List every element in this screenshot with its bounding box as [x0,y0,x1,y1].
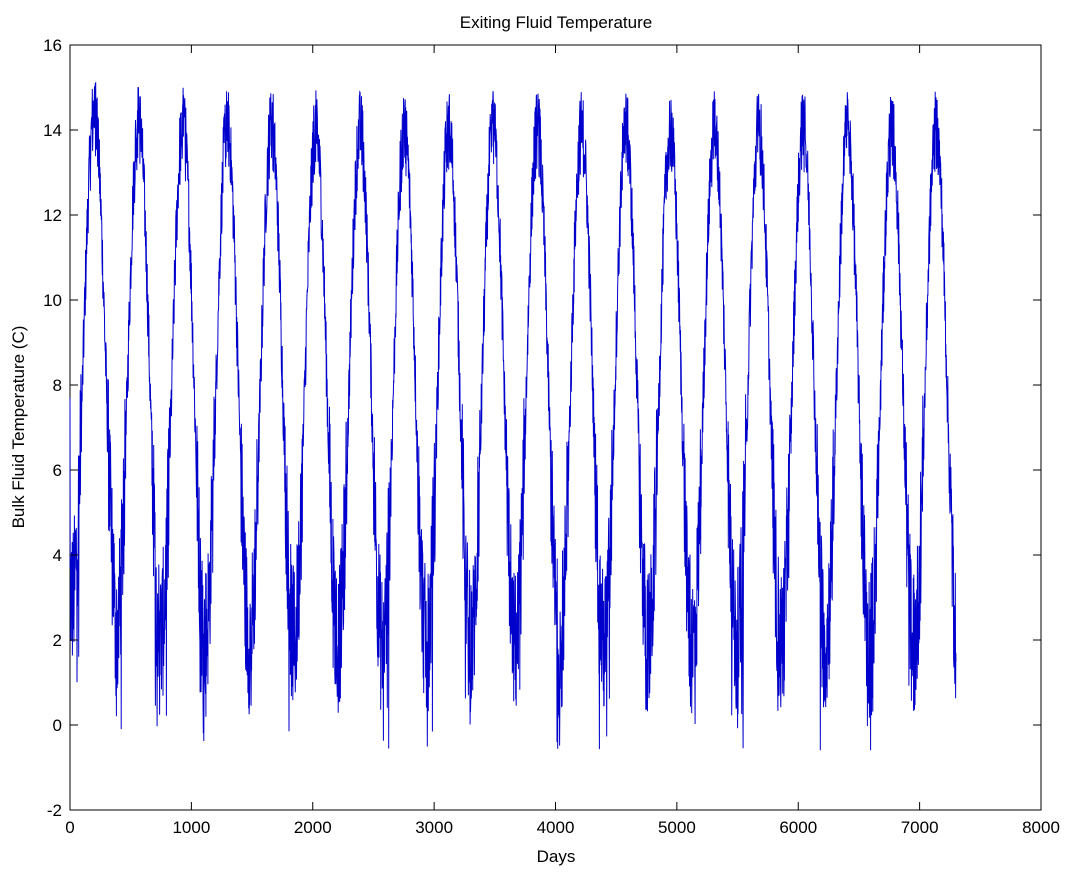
x-tick-label: 4000 [537,818,575,837]
x-tick-label: 0 [65,818,74,837]
y-tick-label: 10 [43,291,62,310]
y-tick-label: 6 [53,461,62,480]
series-line [69,82,957,751]
x-tick-label: 1000 [172,818,210,837]
x-tick-label: 8000 [1022,818,1060,837]
y-tick-label: 14 [43,121,62,140]
x-tick-label: 2000 [294,818,332,837]
y-tick-label: 12 [43,206,62,225]
x-tick-label: 5000 [658,818,696,837]
y-tick-label: 2 [53,631,62,650]
x-tick-label: 6000 [779,818,817,837]
chart-title: Exiting Fluid Temperature [460,13,652,32]
x-tick-label: 7000 [901,818,939,837]
y-tick-label: -2 [47,801,62,820]
x-axis-ticks: 0 1000 2000 3000 4000 5000 6000 7000 8000 [65,45,1060,837]
series-layer [69,82,957,751]
y-tick-label: 16 [43,36,62,55]
y-tick-label: 0 [53,716,62,735]
x-tick-label: 3000 [415,818,453,837]
x-axis-title: Days [537,847,576,866]
y-axis-title: Bulk Fluid Temperature (C) [9,326,28,529]
y-tick-label: 4 [53,546,62,565]
plot-area: 0 1000 2000 3000 4000 5000 6000 7000 8000 -20246… [43,36,1060,837]
y-tick-label: 8 [53,376,62,395]
y-axis-ticks: -2 0 2 4 6 8 10 12 14 16 [43,36,1041,820]
